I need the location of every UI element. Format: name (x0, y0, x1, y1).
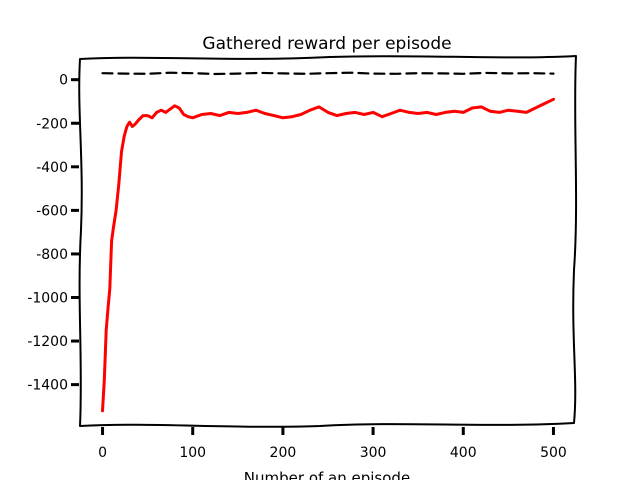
y-tick-label: -600 (36, 203, 68, 219)
x-tick-label: 0 (98, 445, 107, 461)
x-axis-ticks: 0 100 200 300 400 500 (98, 427, 567, 461)
series-layer (101, 71, 555, 413)
x-axis-label: Number of an episode (244, 469, 410, 480)
y-axis-ticks: 0 -200 -400 -600 -800 -1000 -1200 -1400 (27, 73, 79, 394)
series-line-dashed (101, 71, 555, 76)
plot-frame (78, 55, 578, 428)
y-tick-label: -1400 (27, 378, 68, 394)
x-tick-label: 100 (179, 445, 206, 461)
x-tick-label: 200 (270, 445, 297, 461)
y-tick-label: -200 (36, 116, 68, 132)
x-tick-label: 400 (450, 445, 477, 461)
y-tick-label: -400 (36, 160, 68, 176)
chart-title: Gathered reward per episode (202, 34, 451, 54)
y-tick-label: -800 (36, 247, 68, 263)
y-tick-label: -1000 (27, 290, 68, 306)
x-tick-label: 500 (540, 445, 567, 461)
y-tick-label: -1200 (27, 334, 68, 350)
x-tick-label: 300 (360, 445, 387, 461)
series-line-red (101, 97, 555, 413)
y-tick-label: 0 (59, 73, 68, 89)
